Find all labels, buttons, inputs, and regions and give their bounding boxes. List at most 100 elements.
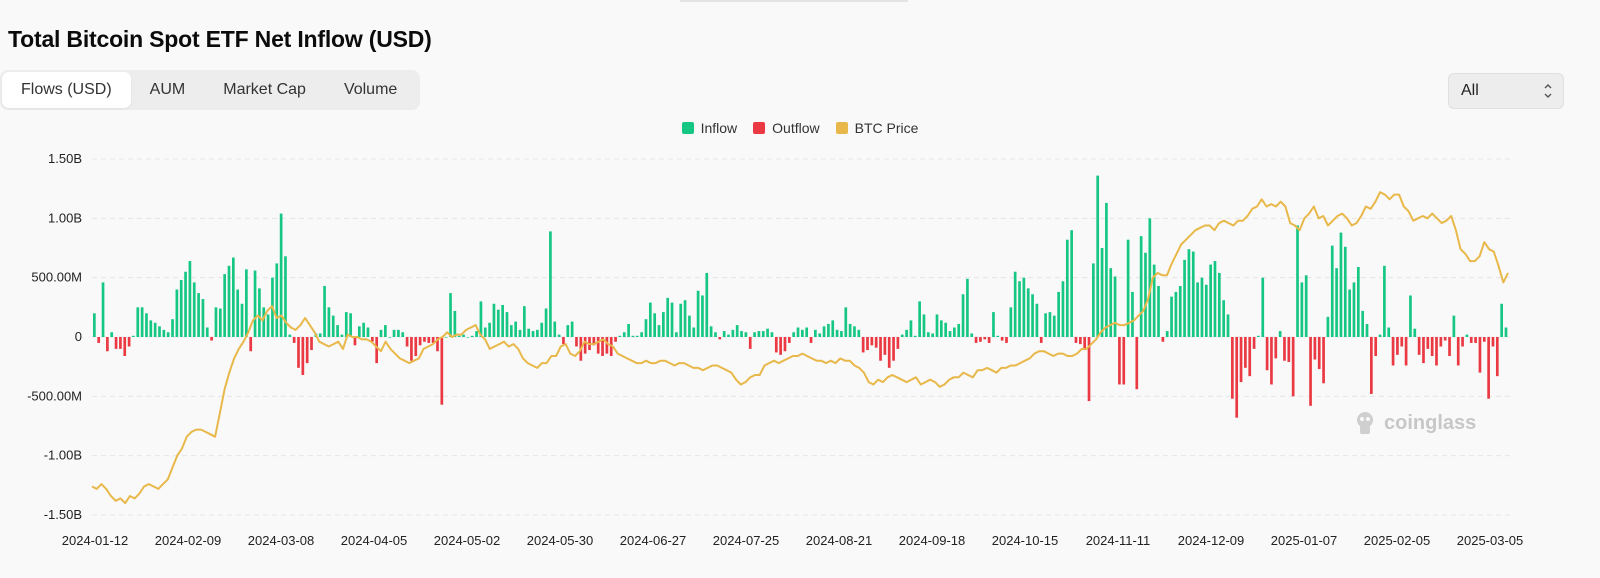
- outflow-bar: [575, 337, 578, 347]
- inflow-bar: [479, 301, 483, 337]
- inflow-bar: [1200, 277, 1204, 337]
- x-tick-label: 2024-07-25: [713, 533, 780, 548]
- inflow-bar: [323, 285, 326, 337]
- inflow-bar: [662, 312, 665, 337]
- inflow-bar: [136, 307, 140, 337]
- inflow-bar: [149, 320, 153, 337]
- inflow-bar: [926, 332, 930, 337]
- inflow-bar: [388, 337, 392, 338]
- outflow-bar: [1439, 337, 1443, 347]
- inflow-bar: [631, 335, 635, 337]
- inflow-bar: [205, 327, 209, 337]
- outflow-bar: [423, 337, 426, 342]
- inflow-bar: [1278, 331, 1282, 337]
- btc-price-series: [91, 191, 1509, 505]
- inflow-bar: [1170, 296, 1173, 337]
- inflow-bar: [1018, 281, 1021, 337]
- outflow-bar: [870, 337, 874, 346]
- y-tick-label: -1.00B: [44, 448, 82, 463]
- y-tick-label: -1.50B: [44, 507, 82, 522]
- outflow-bar: [1313, 337, 1317, 360]
- outflow-bar: [866, 337, 869, 351]
- inflow-bar: [740, 331, 743, 337]
- inflow-bar: [549, 231, 552, 337]
- inflow-bar: [792, 332, 795, 337]
- inflow-bar: [93, 313, 96, 337]
- inflow-bar: [214, 307, 218, 337]
- inflow-bar: [931, 333, 934, 337]
- outflow-bar: [210, 337, 213, 341]
- inflow-bar: [158, 326, 161, 337]
- inflow-bar: [840, 331, 843, 337]
- inflow-bar: [1035, 303, 1039, 337]
- outflow-bar: [440, 337, 444, 405]
- inflow-bar: [1096, 175, 1100, 337]
- inflow-bar: [240, 303, 244, 337]
- outflow-bar: [1291, 337, 1295, 397]
- outflow-bar: [774, 337, 778, 353]
- inflow-bar: [101, 282, 105, 337]
- y-axis-labels: 1.50B 1.00B 500.00M 0 -500.00M -1.00B -1.50B: [27, 151, 82, 522]
- outflow-bar: [1417, 337, 1421, 355]
- outflow-bar: [1235, 337, 1239, 418]
- range-select[interactable]: All: [1448, 73, 1564, 109]
- inflow-bar: [1339, 232, 1343, 337]
- inflow-bar: [1092, 263, 1095, 337]
- inflow-bar: [1348, 289, 1351, 337]
- outflow-bar: [748, 337, 752, 349]
- page-title: Total Bitcoin Spot ETF Net Inflow (USD): [8, 26, 432, 52]
- inflow-bar: [553, 321, 557, 337]
- inflow-bar: [918, 301, 921, 337]
- inflow-bar: [1409, 295, 1412, 337]
- tab-market-cap[interactable]: Market Cap: [223, 81, 306, 98]
- y-tick-label: 0: [75, 329, 82, 344]
- inflow-bar: [1144, 252, 1147, 337]
- outflow-bar: [292, 337, 296, 343]
- inflow-bar: [518, 329, 522, 337]
- inflow-bar: [679, 303, 683, 337]
- inflow-bar: [722, 331, 726, 337]
- inflow-bar: [544, 308, 548, 337]
- inflow-bar: [1052, 315, 1056, 337]
- inflow-bar: [714, 332, 717, 337]
- legend-item-btc-price[interactable]: BTC Price: [835, 120, 918, 136]
- inflow-bar: [236, 289, 240, 337]
- inflow-bar: [566, 325, 570, 337]
- inflow-bar: [618, 335, 622, 337]
- inflow-bar: [909, 320, 913, 337]
- inflow-bar: [1330, 245, 1334, 337]
- outflow-bar: [405, 337, 409, 347]
- outflow-bar: [1078, 337, 1082, 345]
- legend-item-inflow[interactable]: Inflow: [681, 120, 737, 136]
- inflow-bar: [818, 333, 822, 337]
- inflow-bar: [201, 299, 205, 337]
- inflow-bar: [657, 325, 661, 337]
- outflow-bar: [1309, 337, 1312, 406]
- tab-flows-usd[interactable]: Flows (USD): [2, 72, 131, 108]
- inflow-bar: [349, 313, 352, 337]
- inflow-bar: [536, 329, 539, 337]
- tab-aum[interactable]: AUM: [149, 81, 186, 98]
- inflow-bar: [153, 322, 157, 337]
- inflow-bar: [709, 326, 713, 337]
- legend-item-outflow[interactable]: Outflow: [753, 120, 820, 136]
- outflow-bar: [1491, 337, 1495, 347]
- outflow-bar: [1443, 337, 1447, 341]
- inflow-bar: [1222, 300, 1226, 337]
- tab-volume[interactable]: Volume: [343, 81, 398, 98]
- inflow-bar: [171, 319, 174, 337]
- outflow-bar: [809, 337, 813, 343]
- inflow-bar: [648, 302, 652, 337]
- inflow-bar: [457, 335, 461, 337]
- inflow-bar: [944, 322, 948, 337]
- inflow-bar: [627, 323, 630, 337]
- x-tick-label: 2024-09-18: [899, 533, 966, 548]
- inflow-bar: [905, 329, 908, 337]
- inflow-bar: [340, 334, 344, 337]
- outflow-bar: [896, 337, 900, 349]
- inflow-bar: [996, 335, 1000, 337]
- inflow-bar: [492, 303, 496, 337]
- outflow-bar: [1161, 337, 1165, 342]
- inflow-bar: [231, 257, 235, 337]
- inflow-bar: [753, 332, 756, 337]
